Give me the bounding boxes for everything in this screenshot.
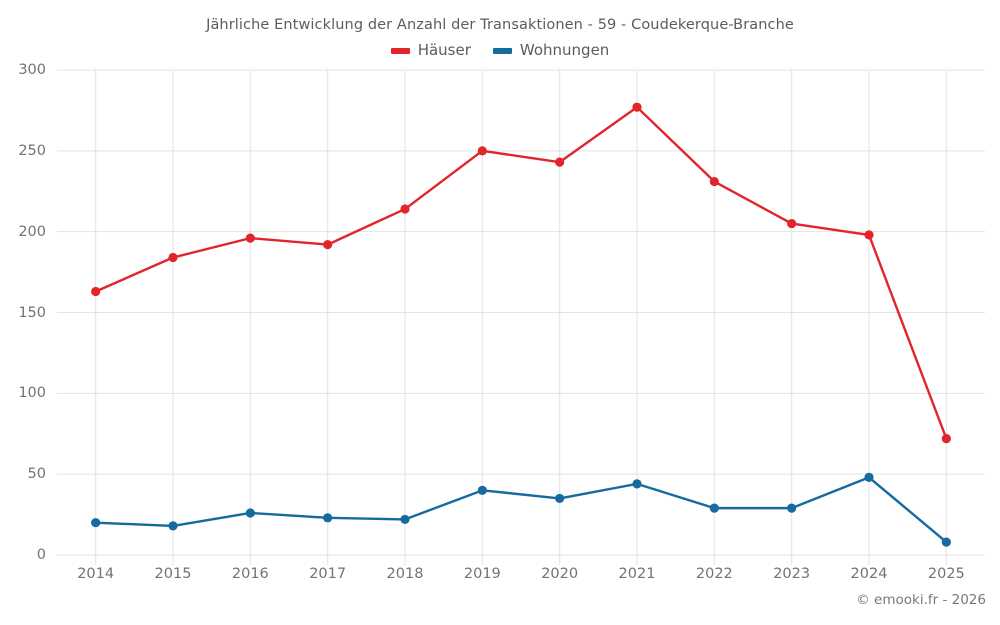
x-tick-label: 2020 xyxy=(541,566,579,582)
data-point[interactable] xyxy=(245,508,255,518)
data-point[interactable] xyxy=(632,479,642,489)
data-point[interactable] xyxy=(323,240,333,250)
data-point[interactable] xyxy=(709,503,719,513)
data-point[interactable] xyxy=(91,286,101,297)
footer-credit: © emooki.fr - 2026 xyxy=(856,592,986,608)
y-tick-label: 250 xyxy=(18,142,46,159)
legend-item-wohnungen[interactable]: Wohnungen xyxy=(492,41,610,59)
x-tick-label: 2018 xyxy=(386,566,424,582)
y-tick-label: 300 xyxy=(18,62,46,78)
x-tick-label: 2022 xyxy=(695,566,733,582)
data-point[interactable] xyxy=(245,233,255,243)
data-point[interactable] xyxy=(941,537,951,547)
x-tick-label: 2015 xyxy=(154,566,192,582)
y-tick-label: 50 xyxy=(27,466,46,483)
legend-label-hauser: Häuser xyxy=(417,41,471,59)
series-line-2 xyxy=(94,476,948,544)
chart-title: Jährliche Entwicklung der Anzahl der Tra… xyxy=(206,17,794,33)
data-point[interactable] xyxy=(941,434,951,444)
data-point[interactable] xyxy=(632,102,642,112)
y-tick-label: 150 xyxy=(18,304,46,321)
data-point[interactable] xyxy=(555,157,565,167)
legend-swatch-wohnungen xyxy=(492,47,512,54)
data-point[interactable] xyxy=(400,514,410,525)
x-tick-label: 2017 xyxy=(309,566,347,582)
x-tick-label: 2021 xyxy=(618,566,656,582)
y-tick-label: 100 xyxy=(18,385,46,402)
data-point[interactable] xyxy=(787,218,797,229)
data-point[interactable] xyxy=(323,513,333,523)
chart-legend: Häuser Wohnungen xyxy=(0,43,1000,58)
data-point[interactable] xyxy=(709,176,719,187)
x-tick-label: 2014 xyxy=(77,566,115,582)
x-tick-label: 2016 xyxy=(231,566,269,582)
x-tick-label: 2019 xyxy=(463,566,501,582)
y-tick-label: 200 xyxy=(18,223,46,240)
data-point[interactable] xyxy=(91,518,101,528)
data-point[interactable] xyxy=(864,230,874,240)
legend-swatch-hauser xyxy=(390,47,410,54)
x-tick-label: 2023 xyxy=(773,566,811,582)
legend-item-hauser[interactable]: Häuser xyxy=(390,41,471,59)
data-point[interactable] xyxy=(477,485,487,495)
data-point[interactable] xyxy=(787,503,797,513)
y-tick-label: 0 xyxy=(36,547,46,563)
data-point[interactable] xyxy=(168,521,178,531)
data-point[interactable] xyxy=(555,493,565,504)
data-point[interactable] xyxy=(168,252,178,263)
x-tick-label: 2025 xyxy=(927,566,965,582)
legend-label-wohnungen: Wohnungen xyxy=(519,41,610,59)
data-point[interactable] xyxy=(400,204,410,214)
x-tick-label: 2024 xyxy=(850,566,888,582)
series-line-1 xyxy=(94,105,948,440)
data-point[interactable] xyxy=(477,146,487,156)
data-point[interactable] xyxy=(864,472,874,482)
